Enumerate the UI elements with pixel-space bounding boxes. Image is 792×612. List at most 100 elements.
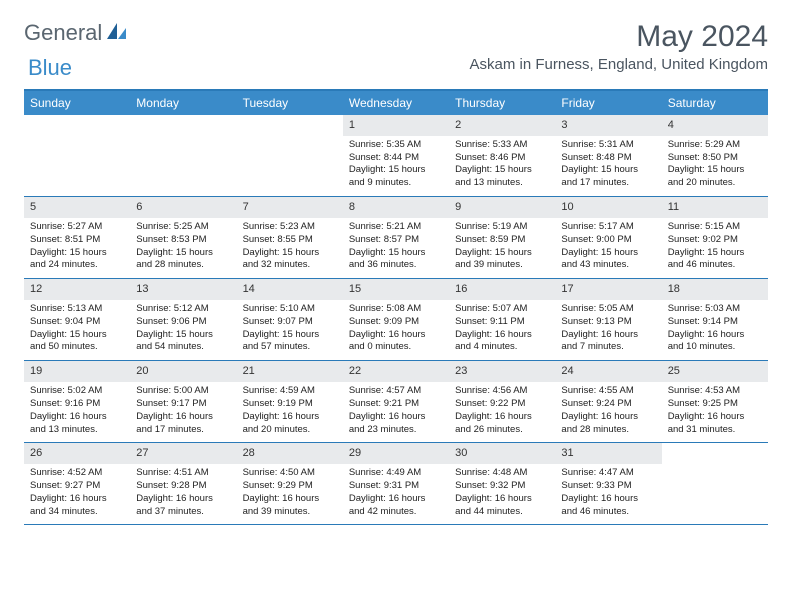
day-body: Sunrise: 5:17 AMSunset: 9:00 PMDaylight:… (555, 218, 661, 278)
day-body: Sunrise: 5:02 AMSunset: 9:16 PMDaylight:… (24, 382, 130, 442)
day-cell: 25Sunrise: 4:53 AMSunset: 9:25 PMDayligh… (662, 361, 768, 442)
day-cell: 30Sunrise: 4:48 AMSunset: 9:32 PMDayligh… (449, 443, 555, 524)
day-cell: 8Sunrise: 5:21 AMSunset: 8:57 PMDaylight… (343, 197, 449, 278)
day-body: Sunrise: 5:25 AMSunset: 8:53 PMDaylight:… (130, 218, 236, 278)
day-number: 19 (24, 361, 130, 382)
week-row: 19Sunrise: 5:02 AMSunset: 9:16 PMDayligh… (24, 361, 768, 443)
day-number: 14 (237, 279, 343, 300)
day-cell: 12Sunrise: 5:13 AMSunset: 9:04 PMDayligh… (24, 279, 130, 360)
day-cell: 31Sunrise: 4:47 AMSunset: 9:33 PMDayligh… (555, 443, 661, 524)
day-body: Sunrise: 5:31 AMSunset: 8:48 PMDaylight:… (555, 136, 661, 196)
day-number: 23 (449, 361, 555, 382)
day-cell: 28Sunrise: 4:50 AMSunset: 9:29 PMDayligh… (237, 443, 343, 524)
calendar: SundayMondayTuesdayWednesdayThursdayFrid… (24, 89, 768, 525)
day-cell: 9Sunrise: 5:19 AMSunset: 8:59 PMDaylight… (449, 197, 555, 278)
day-body: Sunrise: 5:19 AMSunset: 8:59 PMDaylight:… (449, 218, 555, 278)
day-number: 7 (237, 197, 343, 218)
day-cell (130, 115, 236, 196)
day-body: Sunrise: 5:00 AMSunset: 9:17 PMDaylight:… (130, 382, 236, 442)
day-cell: 6Sunrise: 5:25 AMSunset: 8:53 PMDaylight… (130, 197, 236, 278)
day-cell: 4Sunrise: 5:29 AMSunset: 8:50 PMDaylight… (662, 115, 768, 196)
day-cell: 16Sunrise: 5:07 AMSunset: 9:11 PMDayligh… (449, 279, 555, 360)
day-body: Sunrise: 4:57 AMSunset: 9:21 PMDaylight:… (343, 382, 449, 442)
title-block: May 2024 Askam in Furness, England, Unit… (470, 20, 768, 73)
day-body: Sunrise: 5:15 AMSunset: 9:02 PMDaylight:… (662, 218, 768, 278)
day-number: 15 (343, 279, 449, 300)
day-number: 4 (662, 115, 768, 136)
day-number: 29 (343, 443, 449, 464)
day-cell: 3Sunrise: 5:31 AMSunset: 8:48 PMDaylight… (555, 115, 661, 196)
location-text: Askam in Furness, England, United Kingdo… (470, 56, 768, 73)
day-number: 27 (130, 443, 236, 464)
day-body: Sunrise: 4:52 AMSunset: 9:27 PMDaylight:… (24, 464, 130, 524)
day-number: 20 (130, 361, 236, 382)
day-number: 18 (662, 279, 768, 300)
day-cell: 17Sunrise: 5:05 AMSunset: 9:13 PMDayligh… (555, 279, 661, 360)
day-body: Sunrise: 5:07 AMSunset: 9:11 PMDaylight:… (449, 300, 555, 360)
day-number: 26 (24, 443, 130, 464)
day-number: 21 (237, 361, 343, 382)
day-body: Sunrise: 5:12 AMSunset: 9:06 PMDaylight:… (130, 300, 236, 360)
day-number: 6 (130, 197, 236, 218)
day-cell: 18Sunrise: 5:03 AMSunset: 9:14 PMDayligh… (662, 279, 768, 360)
day-number: 13 (130, 279, 236, 300)
week-row: 1Sunrise: 5:35 AMSunset: 8:44 PMDaylight… (24, 115, 768, 197)
week-row: 12Sunrise: 5:13 AMSunset: 9:04 PMDayligh… (24, 279, 768, 361)
day-cell (662, 443, 768, 524)
weekday-header-row: SundayMondayTuesdayWednesdayThursdayFrid… (24, 91, 768, 115)
day-cell: 15Sunrise: 5:08 AMSunset: 9:09 PMDayligh… (343, 279, 449, 360)
weekday-header: Tuesday (237, 91, 343, 115)
day-body: Sunrise: 5:03 AMSunset: 9:14 PMDaylight:… (662, 300, 768, 360)
month-title: May 2024 (470, 20, 768, 54)
day-number: 17 (555, 279, 661, 300)
weekday-header: Friday (555, 91, 661, 115)
day-cell: 29Sunrise: 4:49 AMSunset: 9:31 PMDayligh… (343, 443, 449, 524)
day-body: Sunrise: 4:55 AMSunset: 9:24 PMDaylight:… (555, 382, 661, 442)
day-body: Sunrise: 4:50 AMSunset: 9:29 PMDaylight:… (237, 464, 343, 524)
day-cell: 20Sunrise: 5:00 AMSunset: 9:17 PMDayligh… (130, 361, 236, 442)
day-cell: 1Sunrise: 5:35 AMSunset: 8:44 PMDaylight… (343, 115, 449, 196)
day-number: 12 (24, 279, 130, 300)
logo-sail-icon (106, 22, 128, 45)
day-cell: 26Sunrise: 4:52 AMSunset: 9:27 PMDayligh… (24, 443, 130, 524)
weekday-header: Sunday (24, 91, 130, 115)
weekday-header: Saturday (662, 91, 768, 115)
day-number: 10 (555, 197, 661, 218)
logo-text-blue: Blue (28, 55, 72, 81)
week-row: 26Sunrise: 4:52 AMSunset: 9:27 PMDayligh… (24, 443, 768, 525)
weekday-header: Monday (130, 91, 236, 115)
day-cell: 13Sunrise: 5:12 AMSunset: 9:06 PMDayligh… (130, 279, 236, 360)
week-row: 5Sunrise: 5:27 AMSunset: 8:51 PMDaylight… (24, 197, 768, 279)
day-number: 24 (555, 361, 661, 382)
day-body: Sunrise: 4:48 AMSunset: 9:32 PMDaylight:… (449, 464, 555, 524)
day-body: Sunrise: 5:29 AMSunset: 8:50 PMDaylight:… (662, 136, 768, 196)
day-number: 31 (555, 443, 661, 464)
day-cell (24, 115, 130, 196)
day-number: 1 (343, 115, 449, 136)
day-number: 2 (449, 115, 555, 136)
day-number: 16 (449, 279, 555, 300)
day-number: 11 (662, 197, 768, 218)
day-cell: 7Sunrise: 5:23 AMSunset: 8:55 PMDaylight… (237, 197, 343, 278)
day-cell: 27Sunrise: 4:51 AMSunset: 9:28 PMDayligh… (130, 443, 236, 524)
logo: General (24, 20, 130, 46)
day-number: 30 (449, 443, 555, 464)
day-body: Sunrise: 4:51 AMSunset: 9:28 PMDaylight:… (130, 464, 236, 524)
day-body: Sunrise: 5:23 AMSunset: 8:55 PMDaylight:… (237, 218, 343, 278)
weekday-header: Wednesday (343, 91, 449, 115)
weekday-header: Thursday (449, 91, 555, 115)
day-cell: 24Sunrise: 4:55 AMSunset: 9:24 PMDayligh… (555, 361, 661, 442)
day-body: Sunrise: 5:27 AMSunset: 8:51 PMDaylight:… (24, 218, 130, 278)
day-body: Sunrise: 4:53 AMSunset: 9:25 PMDaylight:… (662, 382, 768, 442)
day-number: 5 (24, 197, 130, 218)
day-cell: 2Sunrise: 5:33 AMSunset: 8:46 PMDaylight… (449, 115, 555, 196)
day-body: Sunrise: 5:05 AMSunset: 9:13 PMDaylight:… (555, 300, 661, 360)
day-cell: 11Sunrise: 5:15 AMSunset: 9:02 PMDayligh… (662, 197, 768, 278)
day-cell: 10Sunrise: 5:17 AMSunset: 9:00 PMDayligh… (555, 197, 661, 278)
day-body: Sunrise: 4:59 AMSunset: 9:19 PMDaylight:… (237, 382, 343, 442)
day-body: Sunrise: 5:13 AMSunset: 9:04 PMDaylight:… (24, 300, 130, 360)
day-cell: 23Sunrise: 4:56 AMSunset: 9:22 PMDayligh… (449, 361, 555, 442)
day-body: Sunrise: 4:47 AMSunset: 9:33 PMDaylight:… (555, 464, 661, 524)
day-number: 8 (343, 197, 449, 218)
day-body: Sunrise: 5:08 AMSunset: 9:09 PMDaylight:… (343, 300, 449, 360)
